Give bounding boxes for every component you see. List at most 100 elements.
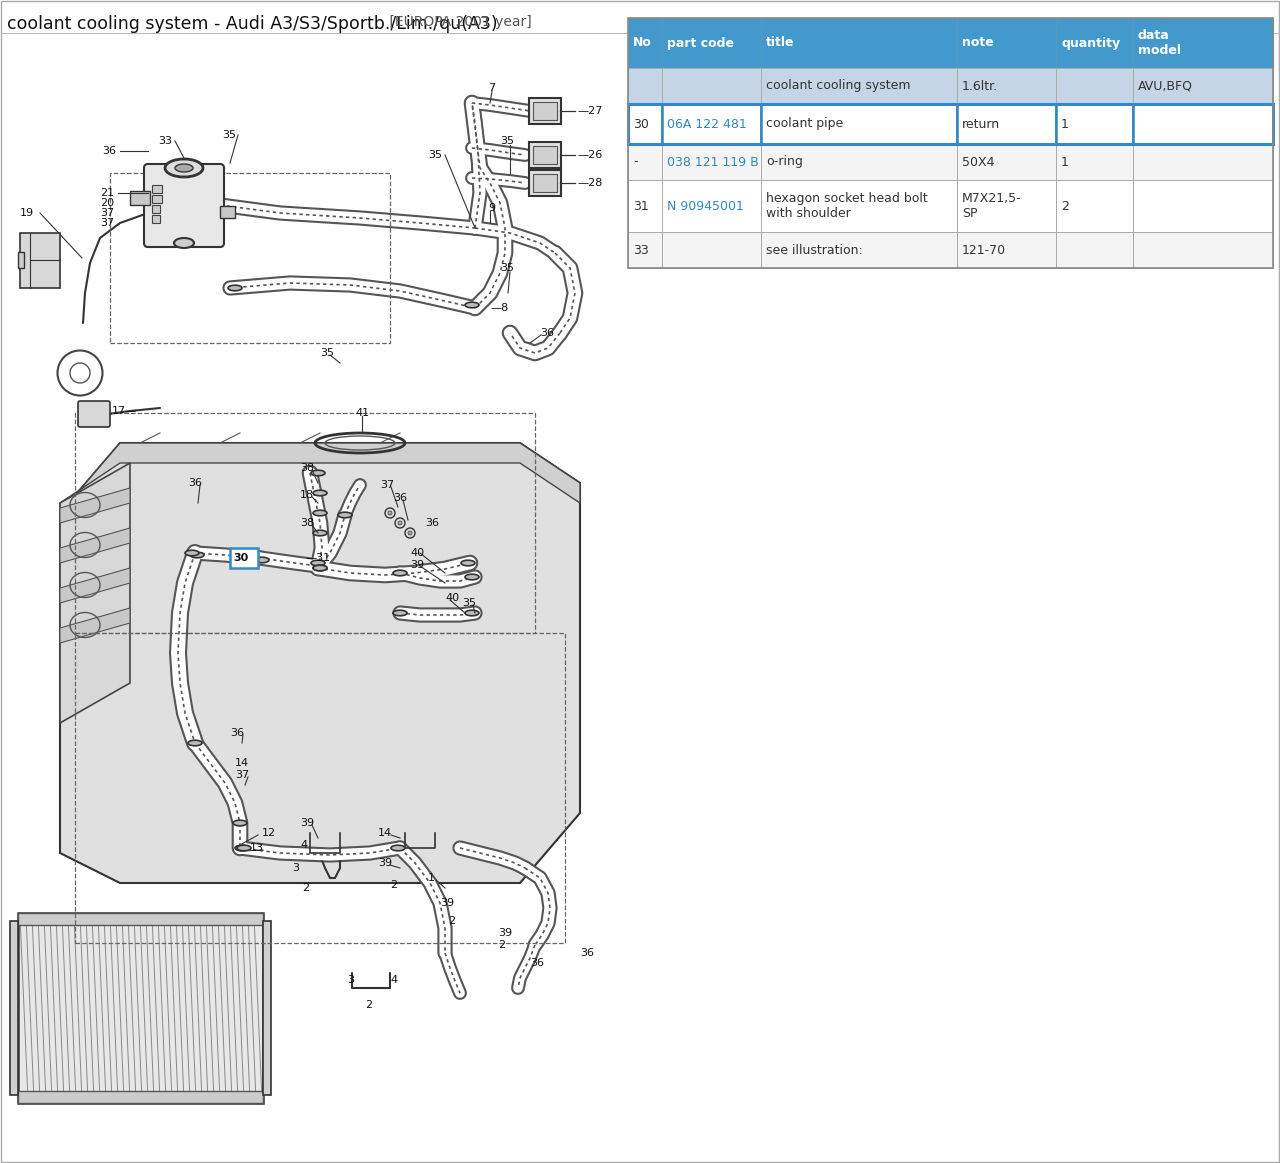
Text: part code: part code: [667, 36, 733, 50]
Bar: [628, 231, 662, 267]
Text: 19: 19: [20, 208, 35, 217]
Bar: [628, 144, 662, 180]
Text: 4: 4: [390, 975, 397, 985]
Text: 30: 30: [634, 117, 649, 130]
Text: note: note: [963, 36, 993, 50]
Text: coolant cooling system - Audi A3/S3/Sportb./Lim./qu(A3): coolant cooling system - Audi A3/S3/Spor…: [6, 15, 498, 33]
Bar: [762, 180, 957, 231]
Bar: [662, 231, 762, 267]
Text: 33: 33: [634, 243, 649, 257]
Text: quantity: quantity: [1061, 36, 1120, 50]
Bar: [152, 205, 160, 213]
Ellipse shape: [228, 285, 242, 291]
Text: 41: 41: [355, 408, 369, 418]
Text: 36: 36: [580, 948, 594, 958]
Ellipse shape: [165, 159, 204, 177]
Text: 39: 39: [498, 928, 512, 939]
Text: 12: 12: [262, 828, 276, 839]
Ellipse shape: [189, 552, 204, 558]
Polygon shape: [60, 608, 131, 643]
Text: 35: 35: [221, 130, 236, 140]
Text: 2: 2: [448, 916, 456, 926]
Text: 39: 39: [440, 898, 454, 908]
Text: 14: 14: [378, 828, 392, 839]
Text: 50X4: 50X4: [963, 156, 995, 169]
Text: 38: 38: [300, 518, 314, 528]
Ellipse shape: [175, 164, 193, 172]
Text: AVU,BFQ: AVU,BFQ: [1138, 79, 1193, 93]
Ellipse shape: [188, 740, 202, 745]
Ellipse shape: [404, 528, 415, 538]
Bar: [10, 921, 18, 1096]
Ellipse shape: [314, 565, 326, 571]
Text: 9: 9: [488, 204, 495, 213]
Ellipse shape: [408, 531, 412, 535]
Bar: [1056, 231, 1133, 267]
Bar: [1056, 17, 1133, 67]
Bar: [628, 17, 662, 67]
Text: —31: —31: [305, 552, 330, 563]
Text: 36: 36: [230, 728, 244, 739]
Bar: [18, 913, 262, 1103]
Text: 2: 2: [390, 880, 397, 890]
Ellipse shape: [237, 846, 251, 851]
Bar: [18, 1091, 262, 1103]
Text: 35: 35: [462, 598, 476, 608]
Polygon shape: [60, 443, 580, 513]
Text: 36: 36: [425, 518, 439, 528]
Text: 36: 36: [102, 147, 116, 156]
Text: return: return: [963, 117, 1000, 130]
FancyBboxPatch shape: [529, 98, 561, 124]
Bar: [18, 252, 24, 267]
Text: 36: 36: [393, 493, 407, 504]
Text: o-ring: o-ring: [765, 156, 803, 169]
Bar: [532, 147, 557, 164]
Text: see illustration:: see illustration:: [765, 243, 863, 257]
Bar: [18, 913, 262, 925]
Text: 40: 40: [445, 593, 460, 602]
Text: 2: 2: [302, 883, 310, 893]
Bar: [18, 913, 262, 925]
Ellipse shape: [390, 846, 404, 851]
FancyBboxPatch shape: [78, 401, 110, 427]
Polygon shape: [60, 568, 131, 602]
Ellipse shape: [465, 575, 479, 580]
Ellipse shape: [396, 518, 404, 528]
Bar: [957, 17, 1056, 67]
Bar: [220, 206, 236, 217]
Bar: [262, 921, 271, 1096]
Bar: [20, 233, 60, 288]
Bar: [1133, 67, 1274, 104]
Text: 2: 2: [1061, 200, 1069, 213]
Ellipse shape: [186, 550, 198, 556]
Bar: [762, 144, 957, 180]
Text: hexagon socket head bolt
with shoulder: hexagon socket head bolt with shoulder: [765, 192, 928, 220]
Text: 35: 35: [320, 348, 334, 358]
Text: 35: 35: [500, 263, 515, 273]
Bar: [152, 215, 160, 223]
Polygon shape: [60, 463, 131, 723]
Bar: [1056, 104, 1133, 144]
Text: 1.6ltr.: 1.6ltr.: [963, 79, 998, 93]
Bar: [76, 633, 564, 943]
Text: 39: 39: [300, 818, 314, 828]
Bar: [76, 413, 535, 633]
Bar: [957, 231, 1056, 267]
Ellipse shape: [255, 557, 269, 563]
Text: 14: 14: [236, 758, 250, 768]
Ellipse shape: [385, 508, 396, 518]
Bar: [152, 185, 163, 193]
Text: 40: 40: [410, 548, 424, 558]
Bar: [662, 104, 762, 144]
Bar: [628, 17, 1274, 267]
Text: 1: 1: [1061, 156, 1069, 169]
Text: 1: 1: [428, 873, 435, 883]
Text: 06A 122 481: 06A 122 481: [667, 117, 746, 130]
Text: 35: 35: [428, 150, 442, 160]
Bar: [1133, 104, 1274, 144]
Ellipse shape: [393, 570, 407, 576]
Text: 31: 31: [634, 200, 649, 213]
Text: 21: 21: [100, 188, 114, 198]
Bar: [662, 17, 762, 67]
Bar: [230, 548, 259, 568]
